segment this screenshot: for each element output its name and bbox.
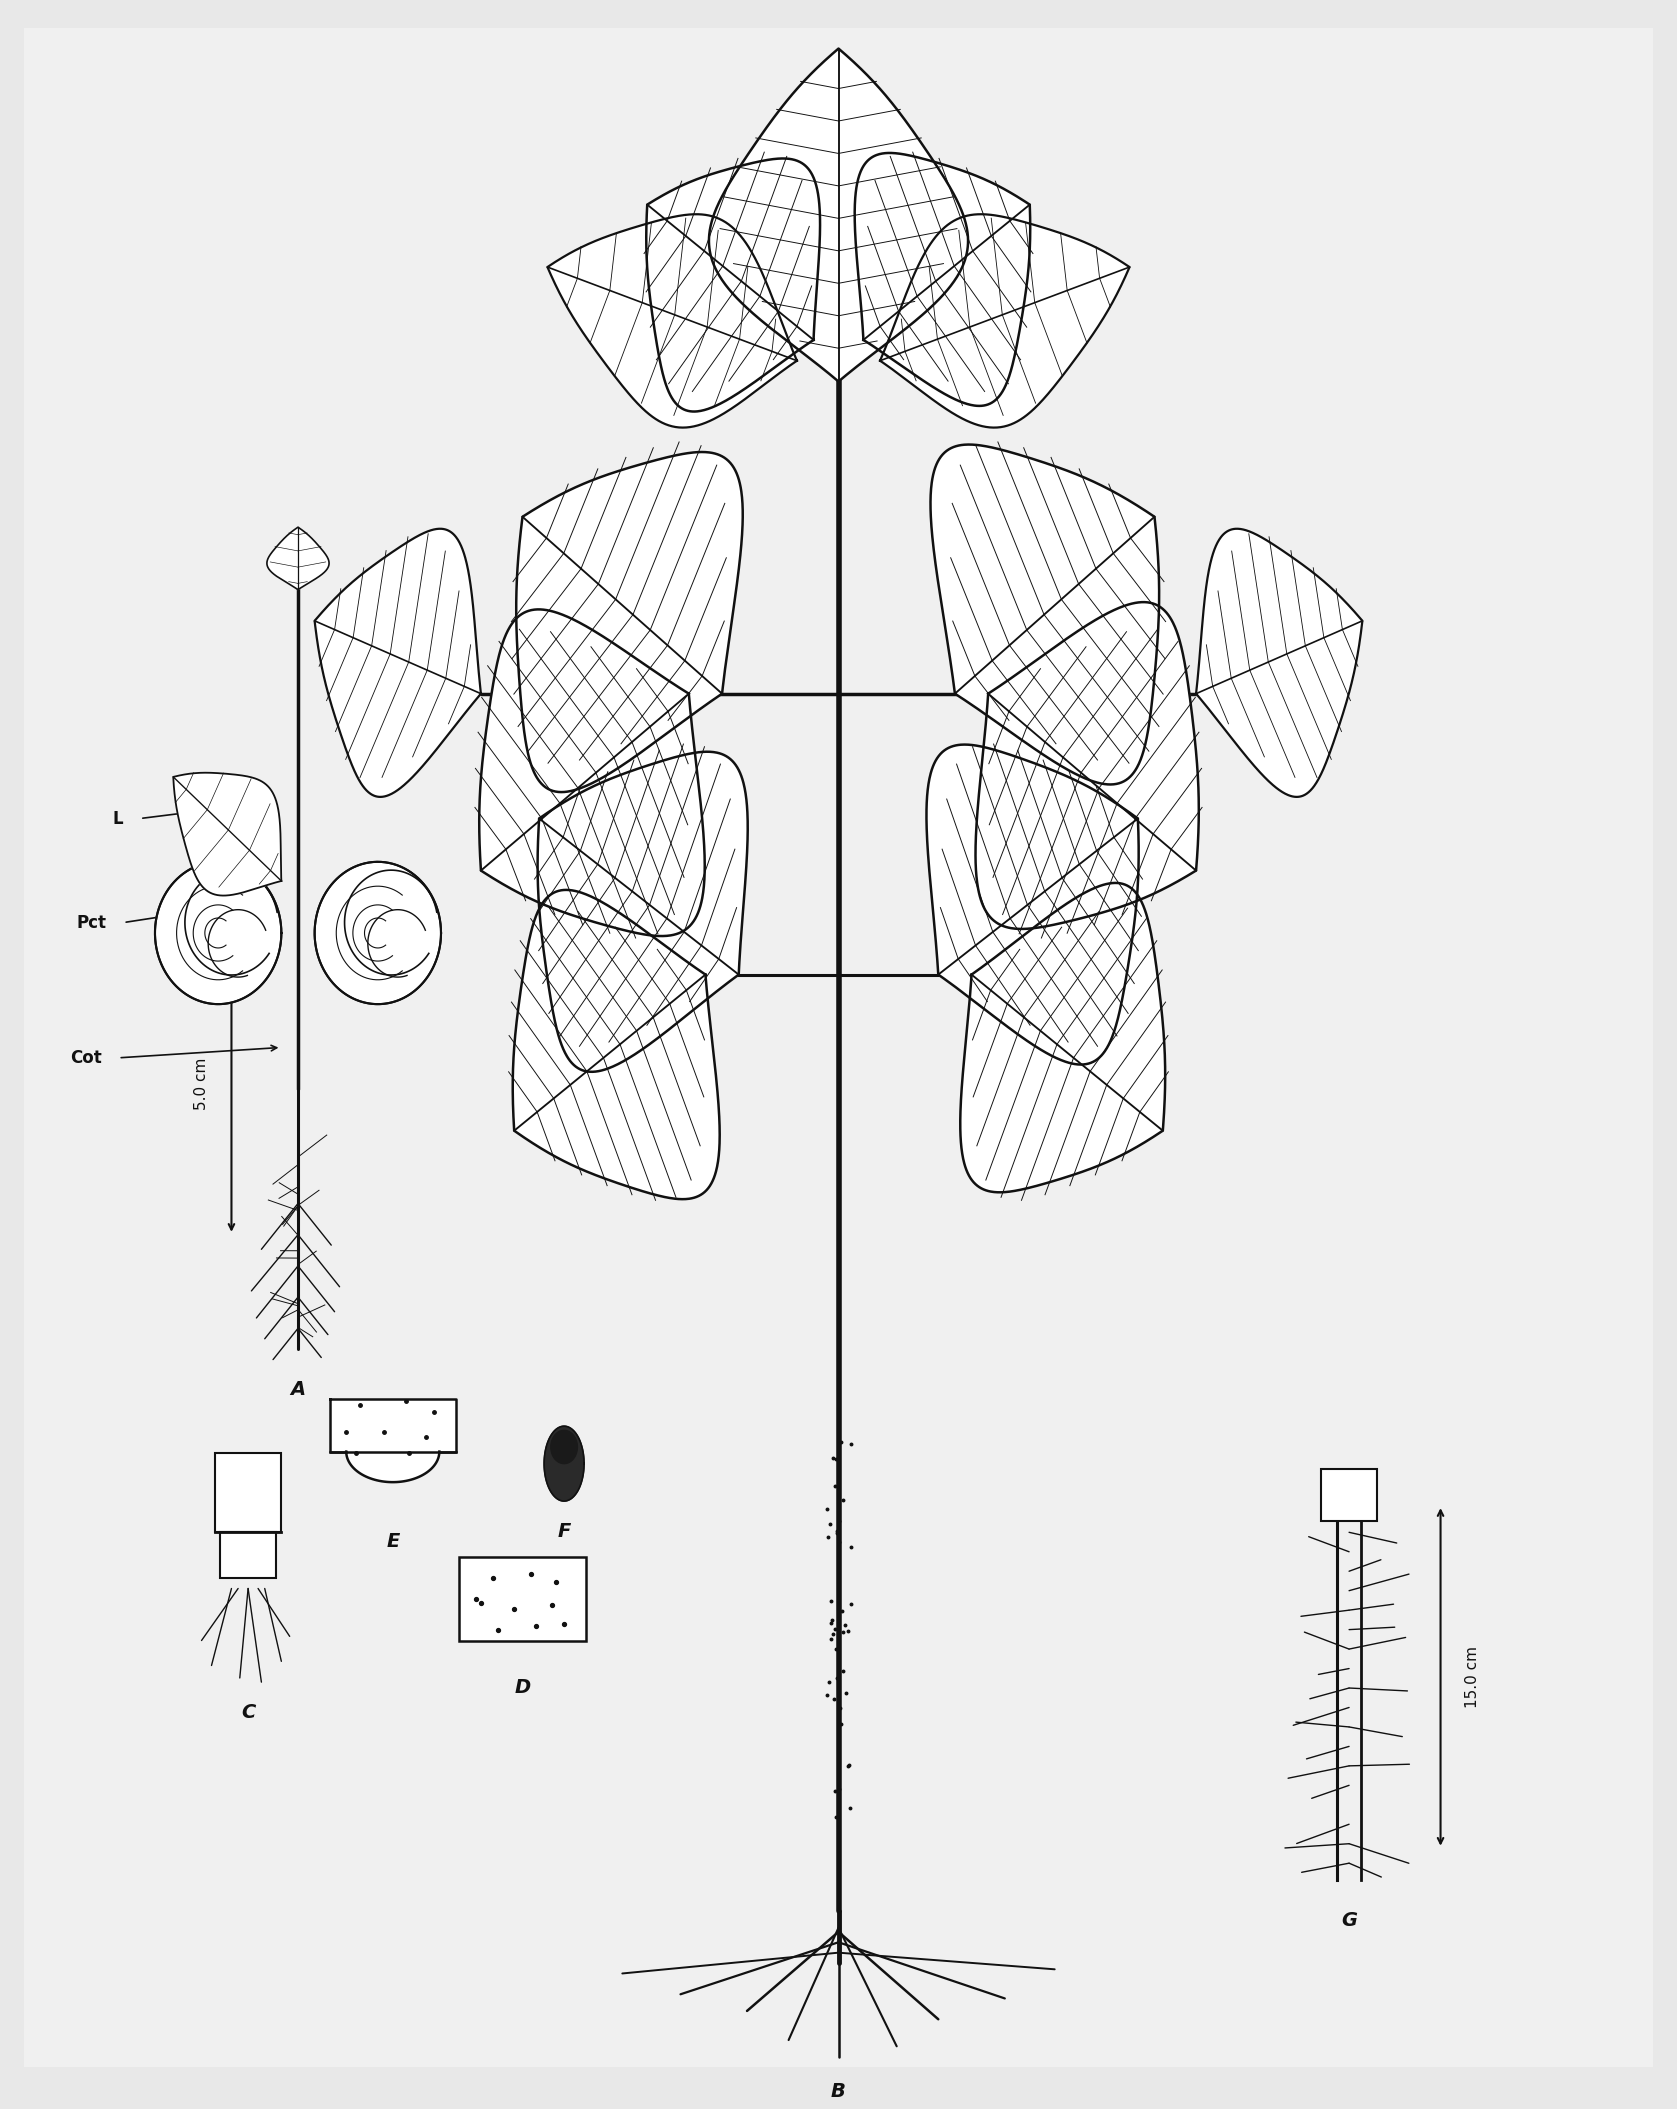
Text: Cot: Cot: [70, 1048, 102, 1067]
Text: C: C: [241, 1702, 255, 1721]
Polygon shape: [480, 610, 704, 936]
Polygon shape: [926, 744, 1139, 1065]
Text: 15.0 cm: 15.0 cm: [1466, 1645, 1481, 1708]
FancyBboxPatch shape: [1321, 1468, 1377, 1521]
Polygon shape: [931, 445, 1159, 785]
Text: Pct: Pct: [77, 913, 107, 932]
FancyBboxPatch shape: [459, 1556, 585, 1641]
Text: 5.0 cm: 5.0 cm: [195, 1059, 210, 1109]
Polygon shape: [267, 527, 329, 591]
Polygon shape: [538, 751, 748, 1071]
Polygon shape: [961, 884, 1166, 1192]
Polygon shape: [345, 1451, 439, 1483]
Polygon shape: [513, 890, 719, 1200]
Polygon shape: [709, 49, 968, 382]
Polygon shape: [880, 215, 1130, 428]
Polygon shape: [855, 154, 1030, 405]
FancyBboxPatch shape: [23, 27, 1654, 2067]
Polygon shape: [976, 601, 1199, 928]
Text: B: B: [832, 2082, 845, 2101]
Text: L: L: [112, 810, 124, 827]
Polygon shape: [550, 1430, 577, 1464]
Text: E: E: [386, 1533, 399, 1552]
Polygon shape: [330, 1398, 456, 1451]
Text: D: D: [515, 1679, 530, 1698]
Polygon shape: [315, 863, 441, 1004]
Text: A: A: [290, 1381, 305, 1400]
Polygon shape: [646, 158, 820, 411]
Polygon shape: [154, 863, 282, 1004]
Polygon shape: [547, 215, 797, 428]
Text: G: G: [1342, 1911, 1357, 1930]
FancyBboxPatch shape: [220, 1533, 277, 1578]
Polygon shape: [173, 772, 282, 896]
Text: F: F: [557, 1523, 570, 1542]
Polygon shape: [1196, 529, 1362, 797]
Polygon shape: [543, 1426, 584, 1502]
Polygon shape: [517, 451, 743, 793]
FancyBboxPatch shape: [215, 1453, 282, 1533]
Polygon shape: [315, 529, 481, 797]
